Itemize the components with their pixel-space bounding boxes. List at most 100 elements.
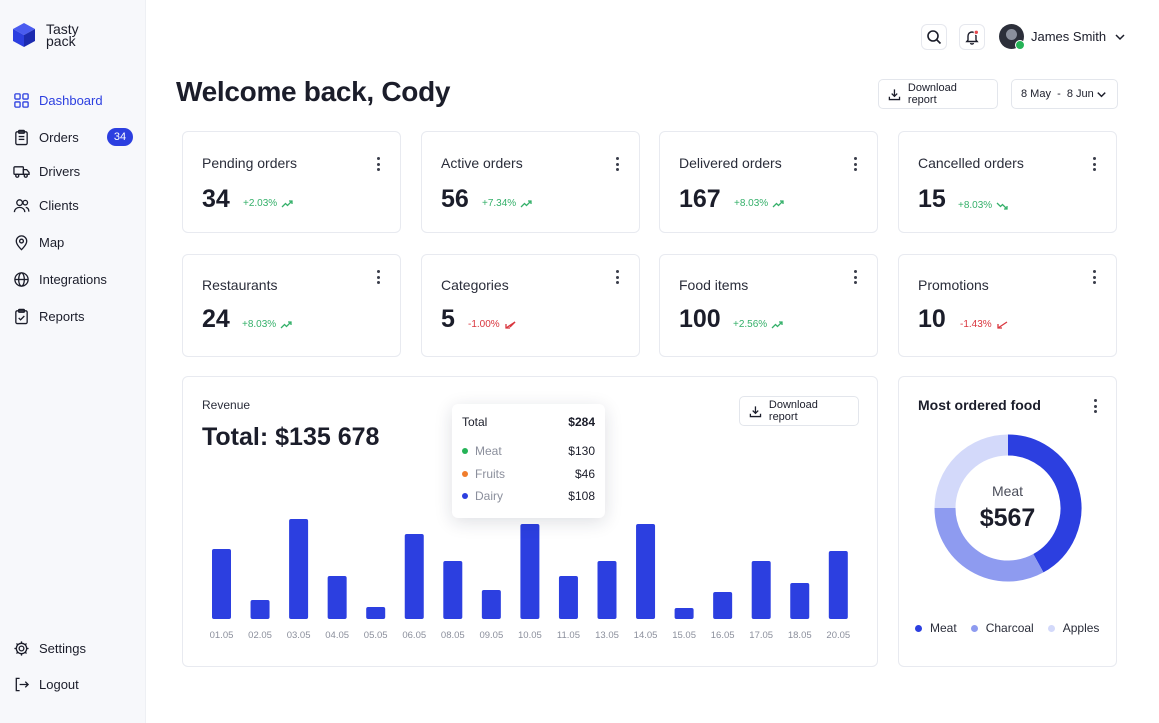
more-icon[interactable] <box>610 156 624 172</box>
date-range-value: 8 May - 8 Jun <box>1021 88 1094 100</box>
stat-title: Cancelled orders <box>918 155 1024 171</box>
logout-icon <box>12 675 30 693</box>
bar-18.05[interactable] <box>790 583 810 619</box>
donut-center-value: $567 <box>979 504 1036 532</box>
sidebar-item-map[interactable]: Map <box>12 230 138 254</box>
trend-up-icon <box>281 199 293 207</box>
sidebar-item-label: Integrations <box>39 271 107 287</box>
stat-trend: -1.00% <box>468 319 516 330</box>
stat-title: Active orders <box>441 155 523 171</box>
bar-11.05[interactable] <box>558 576 578 619</box>
search-button[interactable] <box>921 24 947 50</box>
more-icon[interactable] <box>1087 156 1101 172</box>
stat-card-delivered-orders: Delivered orders 167 +8.03% <box>659 131 878 233</box>
stat-trend: +8.03% <box>242 319 292 330</box>
donut-center-label: Meat <box>991 483 1024 499</box>
bar-15.05[interactable] <box>674 608 694 619</box>
bar-08.05[interactable] <box>443 561 463 619</box>
globe-icon <box>12 270 30 288</box>
trend-down-icon <box>505 320 516 329</box>
stat-value: 167 <box>679 185 721 213</box>
report-icon <box>12 307 30 325</box>
sidebar-item-clients[interactable]: Clients <box>12 193 138 217</box>
bar-01.05[interactable] <box>212 549 231 619</box>
most-ordered-card: Most ordered food Meat $567 <box>898 376 1117 667</box>
tooltip-row-label: Fruits <box>475 467 505 481</box>
revenue-bar-chart: 01.05 02.05 03.05 04.05 05.05 06.05 08.05 09.05… <box>210 519 850 641</box>
tooltip-total-label: Total <box>462 415 488 429</box>
x-tick-label: 18.05 <box>788 630 812 641</box>
more-icon[interactable] <box>848 156 862 172</box>
x-tick-label: 03.05 <box>287 630 311 641</box>
map-pin-icon <box>12 233 30 251</box>
sidebar-item-label: Drivers <box>39 163 81 179</box>
sidebar-item-logout[interactable]: Logout <box>12 672 138 696</box>
sidebar-item-label: Clients <box>39 197 79 213</box>
revenue-download-button[interactable]: Download report <box>739 396 859 426</box>
tooltip-row-value: $130 <box>568 444 595 458</box>
x-tick-label: 01.05 <box>210 630 234 641</box>
most-ordered-title: Most ordered food <box>918 397 1041 413</box>
grid-icon <box>12 91 30 109</box>
brand-logo[interactable]: Tasty pack <box>12 22 90 48</box>
x-tick-label: 13.05 <box>595 630 619 641</box>
download-report-button[interactable]: Download report <box>878 79 998 109</box>
sidebar-item-integrations[interactable]: Integrations <box>12 267 138 291</box>
bar-06.05[interactable] <box>404 534 424 619</box>
bar-04.05[interactable] <box>327 576 347 619</box>
donut-slice-meat[interactable] <box>1007 434 1082 573</box>
bar-03.05[interactable] <box>289 519 309 619</box>
donut-slice-apples[interactable] <box>934 434 1009 509</box>
donut-legend: Meat Charcoal Apples <box>915 621 1113 635</box>
bar-09.05[interactable] <box>481 590 501 619</box>
chevron-down-icon <box>1097 91 1106 97</box>
stat-trend: +8.03% <box>958 200 1008 211</box>
stat-value: 5 <box>441 305 455 333</box>
user-menu[interactable]: James Smith <box>999 24 1126 50</box>
download-report-label: Download report <box>907 82 957 106</box>
sidebar-item-label: Orders <box>39 129 79 145</box>
revenue-label: Revenue <box>202 398 251 412</box>
download-icon <box>888 88 901 100</box>
download-report-label: Download report <box>768 399 818 423</box>
stat-trend: +2.56% <box>733 319 783 330</box>
donut-slice-charcoal[interactable] <box>934 507 1044 582</box>
sidebar-item-label: Map <box>39 234 65 250</box>
legend-item-meat: Meat <box>915 621 957 635</box>
bar-14.05[interactable] <box>636 524 656 619</box>
stat-value: 24 <box>202 305 230 333</box>
notifications-button[interactable] <box>959 24 985 50</box>
x-tick-label: 16.05 <box>711 630 735 641</box>
more-icon[interactable] <box>371 269 385 285</box>
legend-dot <box>1047 624 1055 632</box>
gear-icon <box>12 639 30 657</box>
more-icon[interactable] <box>1087 269 1101 285</box>
bar-02.05[interactable] <box>250 600 270 619</box>
sidebar: Tasty pack Dashboard Orders 34 Drivers <box>0 0 146 723</box>
more-icon[interactable] <box>371 156 385 172</box>
bar-13.05[interactable] <box>597 561 617 619</box>
bar-10.05[interactable] <box>520 524 540 619</box>
search-icon <box>927 30 942 45</box>
legend-dot <box>462 448 468 454</box>
legend-dot <box>462 471 468 477</box>
bar-17.05[interactable] <box>751 561 771 619</box>
sidebar-item-orders[interactable]: Orders 34 <box>12 125 138 149</box>
legend-item-charcoal: Charcoal <box>970 621 1034 635</box>
sidebar-item-drivers[interactable]: Drivers <box>12 159 138 183</box>
stat-trend: +2.03% <box>243 198 293 209</box>
x-tick-label: 05.05 <box>364 630 388 641</box>
more-icon[interactable] <box>848 269 862 285</box>
more-icon[interactable] <box>1088 398 1102 414</box>
stat-title: Restaurants <box>202 277 278 293</box>
stat-trend: +8.03% <box>734 198 784 209</box>
bar-05.05[interactable] <box>366 607 386 619</box>
date-range-select[interactable]: 8 May - 8 Jun <box>1011 79 1118 109</box>
truck-icon <box>12 162 30 180</box>
bar-16.05[interactable] <box>713 592 733 619</box>
bar-20.05[interactable] <box>828 551 848 619</box>
sidebar-item-settings[interactable]: Settings <box>12 636 138 660</box>
sidebar-item-dashboard[interactable]: Dashboard <box>12 88 138 112</box>
sidebar-item-reports[interactable]: Reports <box>12 304 138 328</box>
more-icon[interactable] <box>610 269 624 285</box>
